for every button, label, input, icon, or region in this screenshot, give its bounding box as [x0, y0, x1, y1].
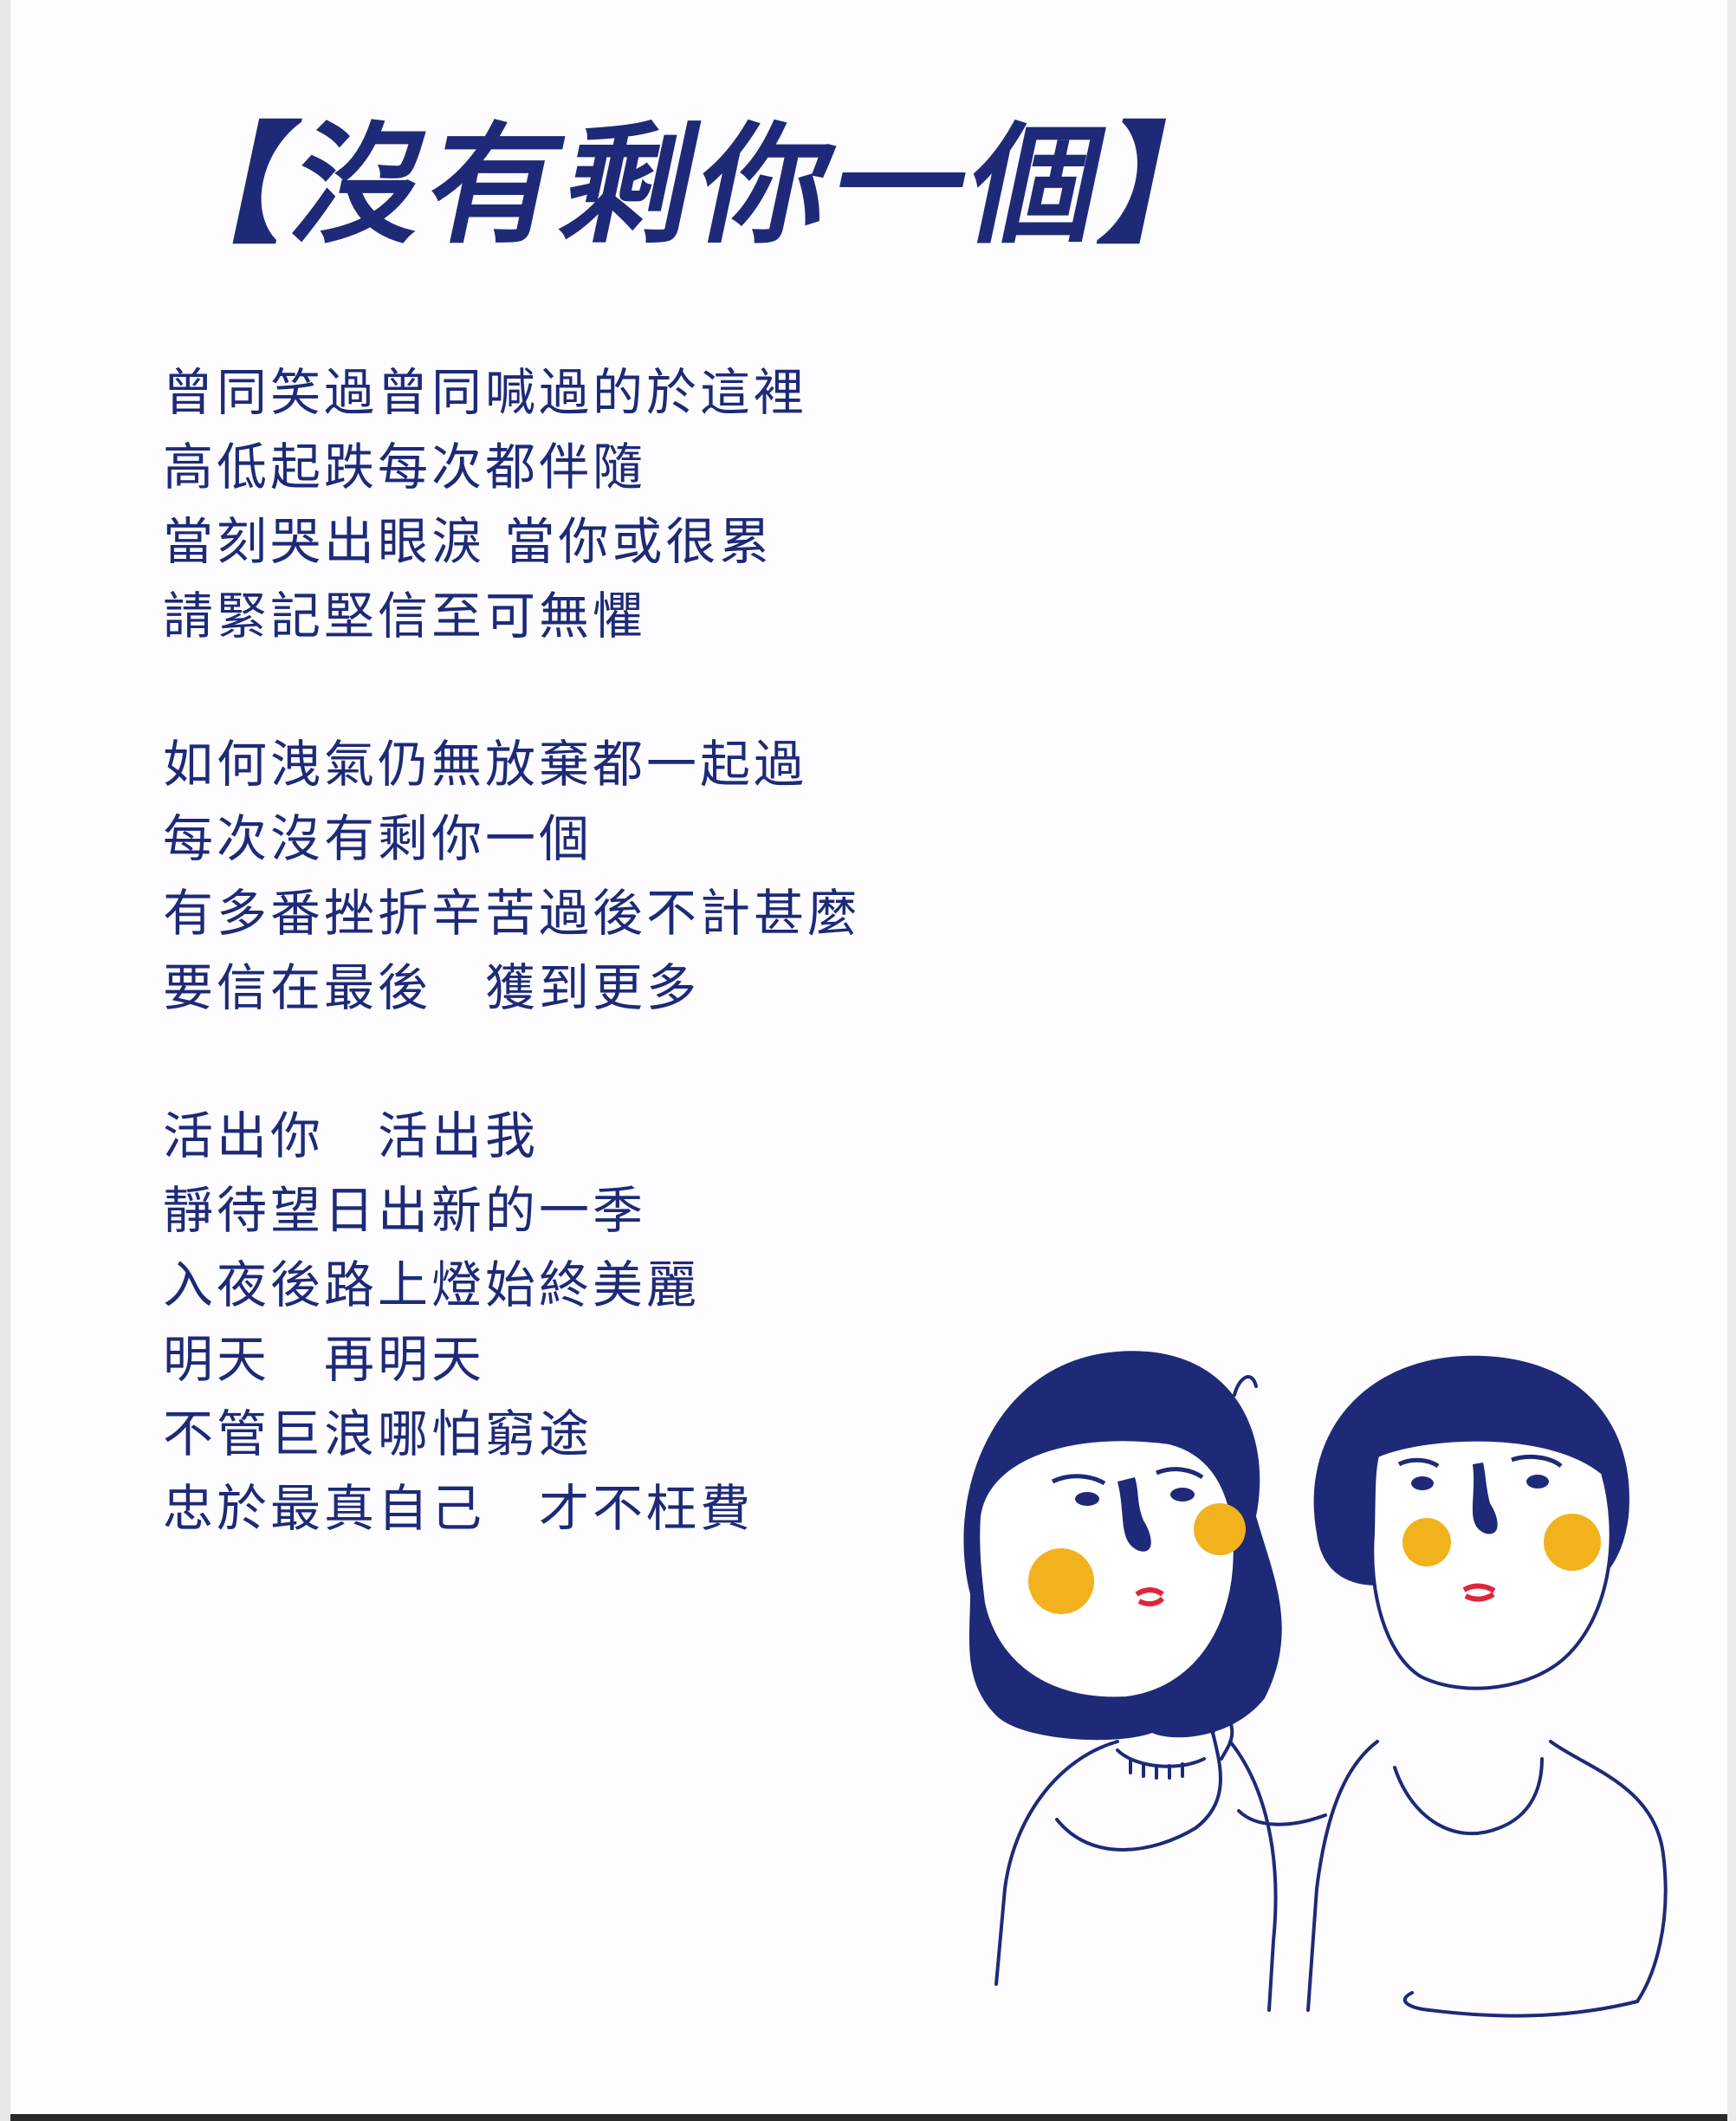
lyric-line: 高低起跌每次都伴隨 — [163, 438, 647, 496]
lyric-line: 當刻哭出眼淚 當你或很累 — [163, 512, 774, 571]
two-people-illustration-icon — [963, 1351, 1668, 2018]
lyric-line: 忠於最真自己 才不枉費 — [163, 1479, 755, 1538]
lyric-line: 靜待望日出新的一季 — [163, 1181, 647, 1240]
lyric-line: 不管巨浪哪怕窮途 — [163, 1404, 593, 1463]
lyric-line: 要信在最後 獲到更多 — [163, 958, 701, 1017]
stanza-3: 活出你 活出我 靜待望日出新的一季 入夜後路上燈始終美麗 明天 再明天 不管巨浪… — [163, 1099, 861, 1546]
lyric-line: 活出你 活出我 — [163, 1106, 540, 1165]
lyric-line: 每次沒有剩你一個 — [163, 809, 593, 868]
stanza-1: 曾同笑過曾同喊過的於這裡 高低起跌每次都伴隨 當刻哭出眼淚 當你或很累 請緊記堅… — [163, 355, 861, 653]
page-title: 【沒有剩你一個】 — [144, 111, 1258, 262]
lyric-line: 請緊記堅信至可無懼 — [163, 587, 647, 645]
lyric-line: 曾同笑過曾同喊過的於這裡 — [163, 363, 808, 422]
lyric-line: 如何洩氣仍無放棄都一起過 — [163, 735, 808, 794]
lyric-line: 入夜後路上燈始終美麗 — [163, 1255, 701, 1314]
lyrics-block: 曾同笑過曾同喊過的於這裡 高低起跌每次都伴隨 當刻哭出眼淚 當你或很累 請緊記堅… — [163, 355, 861, 1619]
stanza-2: 如何洩氣仍無放棄都一起過 每次沒有剩你一個 有多番挫折辛苦過後不計甚麼 要信在最… — [163, 727, 861, 1025]
lyric-line: 有多番挫折辛苦過後不計甚麼 — [163, 884, 862, 943]
lyric-line: 明天 再明天 — [163, 1330, 486, 1389]
